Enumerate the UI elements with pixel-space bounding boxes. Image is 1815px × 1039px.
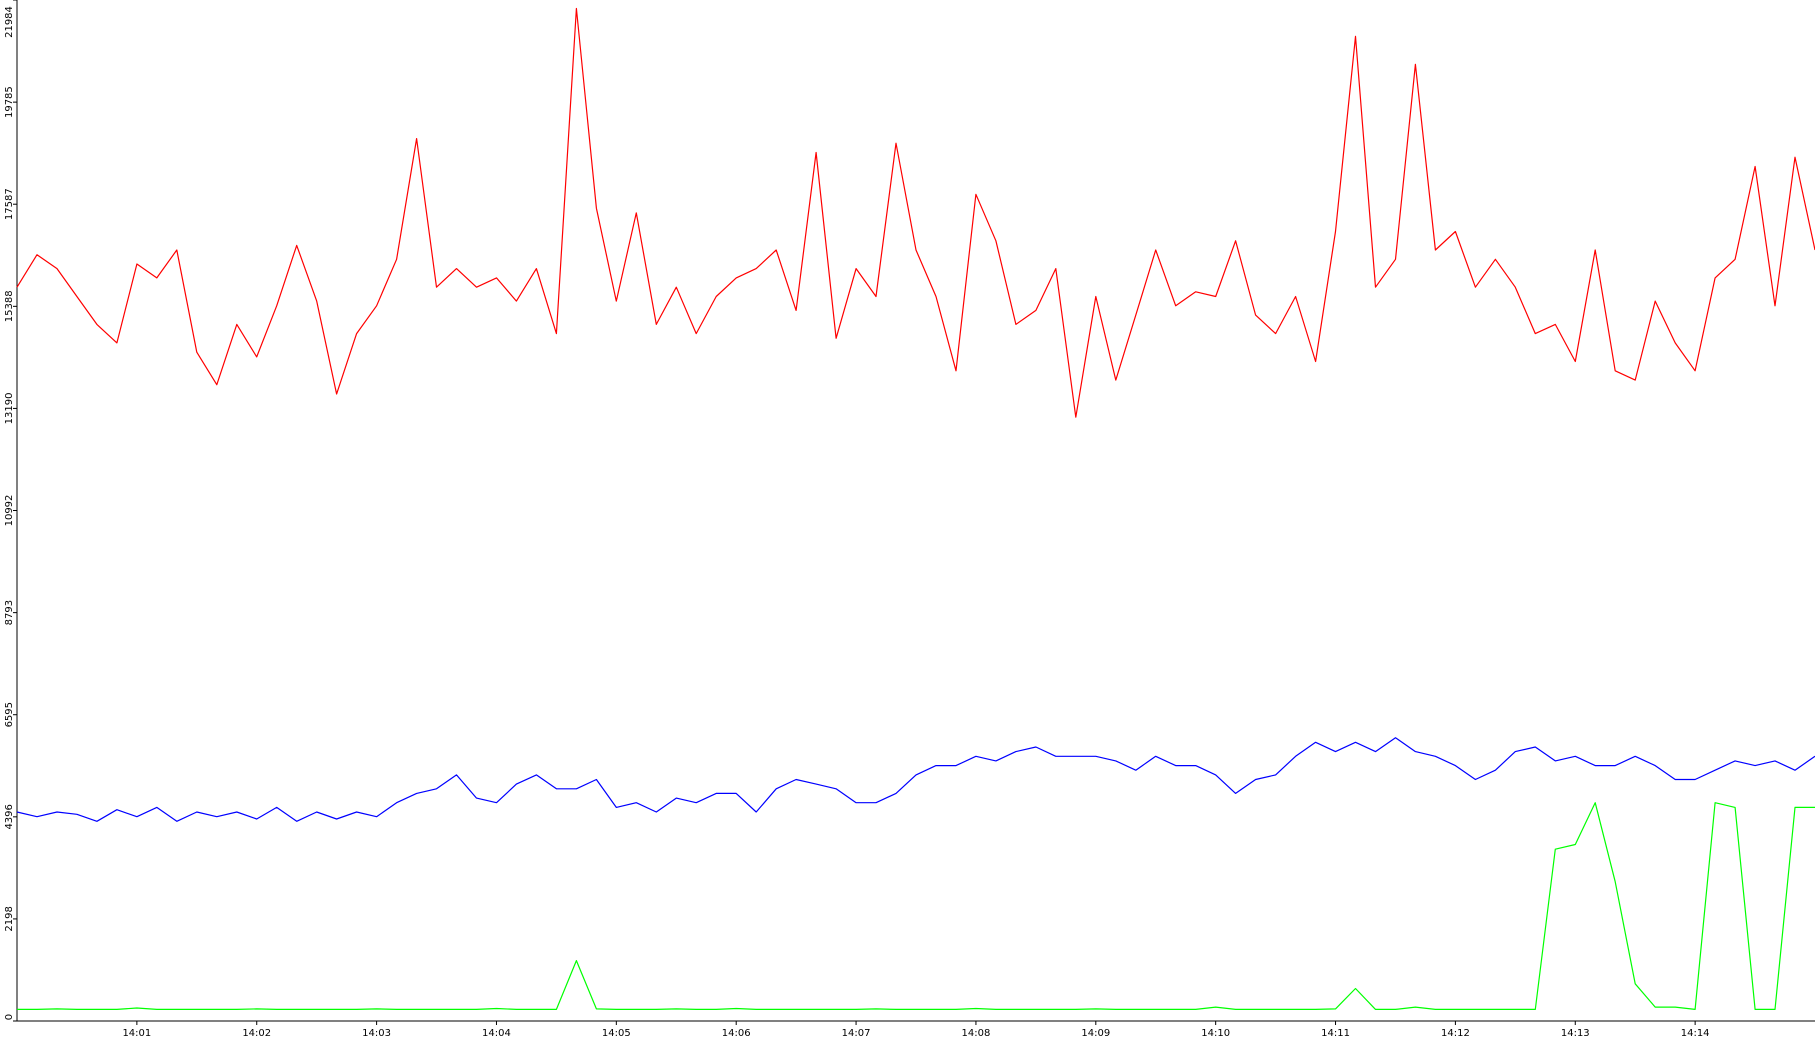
series-line — [16, 7, 1815, 418]
x-tick-label: 14:05 — [602, 1028, 631, 1039]
y-tick-label: 17587 — [4, 188, 15, 220]
y-tick-label: 4396 — [4, 804, 15, 829]
y-tick-label: 10992 — [4, 495, 15, 527]
x-tick-label: 14:04 — [482, 1028, 511, 1039]
y-tick-label: 19785 — [4, 86, 15, 118]
x-tick-label: 14:01 — [122, 1028, 151, 1039]
x-tick-label: 14:07 — [842, 1028, 871, 1039]
x-tick-label: 14:02 — [242, 1028, 271, 1039]
y-tick-label: 21984 — [4, 6, 15, 38]
x-tick-label: 14:09 — [1081, 1028, 1110, 1039]
x-tick-label: 14:14 — [1681, 1028, 1710, 1039]
y-tick-label: 6595 — [4, 702, 15, 727]
x-tick-label: 14:08 — [962, 1028, 991, 1039]
y-tick-label: 0 — [4, 1014, 15, 1020]
x-tick-label: 14:03 — [362, 1028, 391, 1039]
y-tick-label: 15388 — [4, 290, 15, 322]
x-tick-label: 14:13 — [1561, 1028, 1590, 1039]
y-tick-label: 2198 — [4, 906, 15, 931]
x-tick-label: 14:10 — [1201, 1028, 1230, 1039]
x-tick-label: 14:06 — [722, 1028, 751, 1039]
x-tick-label: 14:12 — [1441, 1028, 1470, 1039]
series-line — [16, 737, 1815, 822]
series-line — [17, 802, 1815, 1010]
x-tick-label: 14:11 — [1321, 1028, 1350, 1039]
y-tick-label: 13190 — [4, 393, 15, 425]
y-tick-label: 8793 — [4, 600, 15, 625]
